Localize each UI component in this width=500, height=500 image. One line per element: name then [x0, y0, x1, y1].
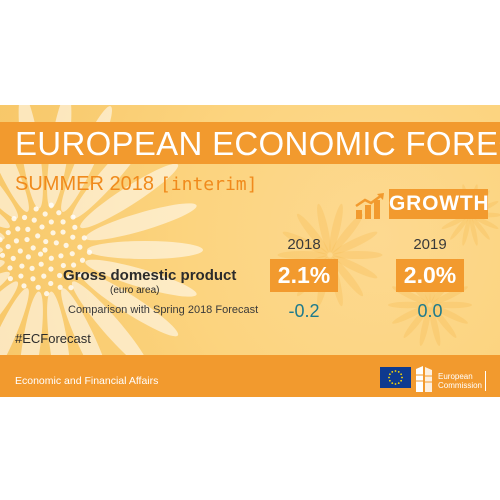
growth-badge: GROWTH	[389, 189, 489, 219]
year-header-2018: 2018	[287, 236, 321, 253]
forecast-card: EUROPEAN ECONOMIC FORECAST SUMMER 2018[i…	[0, 105, 500, 397]
eu-flag-icon	[380, 367, 411, 388]
growth-chart-icon	[355, 193, 384, 219]
year-header-2019: 2019	[413, 236, 447, 253]
title-band	[0, 122, 500, 164]
subtitle: SUMMER 2018 [interim]	[15, 173, 257, 196]
comparison-value-2019: 0.0	[417, 301, 443, 321]
subtitle-interim-tag: [interim]	[159, 174, 258, 195]
hashtag[interactable]: #ECForecast	[15, 331, 91, 346]
footer-text: Economic and Financial Affairs	[15, 375, 159, 387]
comparison-value-2018: -0.2	[288, 301, 320, 321]
eu-logo-line1: European	[438, 372, 473, 381]
gdp-value-2018: 2.1%	[270, 259, 338, 292]
page-title: EUROPEAN ECONOMIC FORECAST	[15, 125, 500, 162]
eu-logo-line2: Commission	[438, 381, 483, 390]
gdp-sublabel: (euro area)	[110, 285, 160, 296]
gdp-value-2019: 2.0%	[396, 259, 464, 292]
eu-logo-text: European Commission	[438, 372, 482, 390]
comparison-label: Comparison with Spring 2018 Forecast	[68, 304, 259, 316]
european-commission-logo[interactable]: European Commission	[380, 361, 492, 393]
eu-logo-divider	[485, 371, 486, 391]
commission-building-icon	[416, 366, 432, 392]
footer-band: Economic and Financial Affairs European …	[0, 355, 500, 397]
gdp-label: Gross domestic product	[63, 267, 237, 284]
subtitle-season: SUMMER 2018	[15, 173, 154, 195]
